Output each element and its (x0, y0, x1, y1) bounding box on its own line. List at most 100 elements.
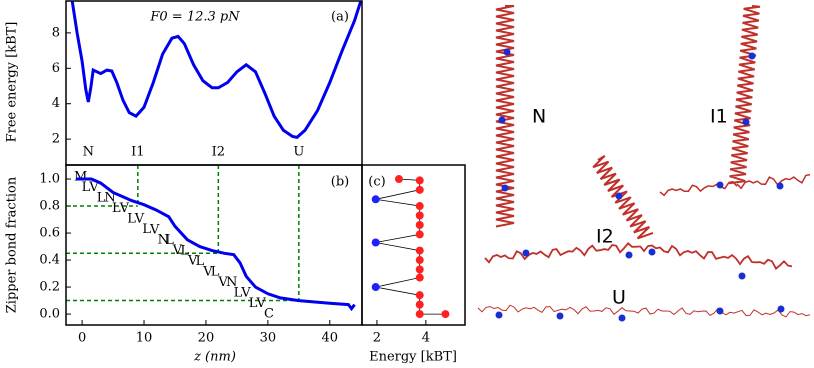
residue (503, 48, 511, 56)
sequence-letter: N (104, 191, 115, 206)
y-tick-label: 6 (52, 61, 60, 76)
data-line (70, 1, 362, 140)
sequence-letter: V (119, 201, 130, 216)
sequence-letter: V (240, 286, 251, 301)
y-tick-label: 4 (52, 96, 60, 111)
x-tick-label: 0 (78, 331, 86, 346)
data-line (75, 177, 356, 312)
point (415, 230, 424, 239)
residue (776, 182, 784, 190)
sequence-letter: L (127, 211, 136, 226)
residue (522, 249, 530, 257)
connector-line (375, 178, 446, 315)
chain (659, 180, 738, 197)
y-axis-label: Free energy [kBT] (5, 22, 20, 143)
point (415, 310, 424, 319)
residue (648, 248, 656, 256)
x-tick-label: 40 (322, 331, 339, 346)
chain (736, 173, 811, 190)
point (415, 291, 424, 300)
sequence-letter: V (88, 180, 99, 195)
chain (477, 304, 811, 318)
sequence-letter: L (165, 233, 174, 248)
panel-label: (c) (368, 175, 385, 190)
point (441, 310, 450, 319)
residue (716, 181, 724, 189)
residue (716, 307, 724, 315)
sequence-letter: V (134, 212, 145, 227)
sequence-letter: V (172, 243, 183, 258)
sequence-letter: L (97, 190, 106, 205)
y-tick-label: 0.6 (39, 226, 60, 241)
structure-label: U (612, 287, 626, 309)
sequence-letter: C (264, 307, 274, 322)
sequence-letter: V (217, 275, 228, 290)
x-tick-label: 30 (260, 331, 277, 346)
residue (742, 118, 750, 126)
residue (777, 305, 785, 313)
sequence-letter: L (180, 243, 189, 258)
x-axis-label: z (nm) (193, 350, 236, 365)
y-tick-label: 0.4 (39, 253, 60, 268)
point (415, 185, 424, 194)
point (415, 246, 424, 255)
panel-label: (a) (331, 10, 349, 25)
x-tick-label: 4 (422, 331, 430, 346)
sequence-letter: V (187, 254, 198, 269)
x-tick-label: 10 (136, 331, 153, 346)
residue (556, 312, 564, 320)
y-tick-label: 0.0 (39, 307, 60, 322)
protein-structures (477, 5, 811, 322)
y-tick-label: 2 (52, 132, 60, 147)
helix (495, 5, 515, 228)
residue (501, 184, 509, 192)
helix (728, 5, 761, 185)
y-tick-label: 1.0 (39, 172, 60, 187)
axes-frame (65, 0, 363, 166)
point (415, 211, 424, 220)
state-label: I2 (212, 145, 225, 160)
x-axis-label: Energy [kBT] (369, 350, 457, 365)
point (371, 283, 380, 292)
point (415, 300, 424, 309)
x-tick-label: 2 (373, 331, 381, 346)
chain (639, 244, 793, 270)
sequence-letter: L (112, 201, 121, 216)
y-tick-label: 0.8 (39, 199, 60, 214)
sequence-letter: N (226, 275, 237, 290)
sequence-letter: L (82, 180, 91, 195)
sequence-letter: V (149, 222, 160, 237)
sequence-letter: V (255, 296, 266, 311)
y-tick-label: 0.2 (39, 280, 60, 295)
state-label: N (83, 145, 94, 160)
residue (498, 116, 506, 124)
point (371, 238, 380, 247)
point (415, 202, 424, 211)
structure-label: N (532, 106, 546, 128)
axes-frame (361, 164, 466, 326)
residue (625, 251, 633, 259)
structure-label: I2 (596, 226, 614, 248)
y-tick-label: 8 (52, 25, 60, 40)
residue (495, 311, 503, 319)
structure-label: I1 (710, 106, 728, 128)
point (415, 273, 424, 282)
sequence-letter: L (234, 285, 243, 300)
sequence-letter: N (158, 233, 169, 248)
panel-label: (b) (331, 175, 349, 190)
chain (484, 242, 641, 264)
point (415, 256, 424, 265)
residue (615, 192, 623, 200)
sequence-letter: L (249, 296, 258, 311)
residue (618, 314, 626, 322)
residue (738, 272, 746, 280)
point (415, 176, 424, 185)
state-label: I1 (131, 145, 144, 160)
sequence-letter: L (211, 265, 220, 280)
x-tick-label: 20 (198, 331, 215, 346)
sequence-letter: L (196, 254, 205, 269)
point (394, 175, 403, 184)
y-axis-label: Zipper bond fraction (5, 176, 20, 313)
